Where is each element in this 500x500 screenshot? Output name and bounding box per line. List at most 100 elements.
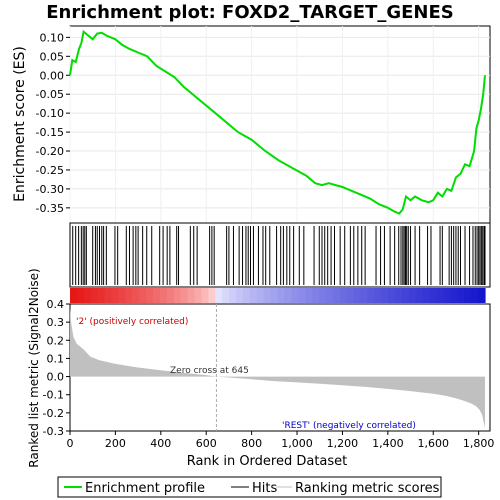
es-tick-label: -0.30 [36,183,64,196]
color-bar-segment [256,288,265,303]
color-bar-segment [111,288,120,303]
color-bar-segment [360,288,369,303]
color-bar-segment [298,288,306,303]
color-bar-segment [325,288,334,303]
hit-markers [72,226,486,285]
color-bar-segment [457,288,465,303]
color-bar-segment [236,288,244,303]
color-bar-segment [249,288,258,303]
legend-enrichment-label: Enrichment profile [85,481,205,496]
color-bar-segment [339,288,348,303]
color-bar-segment [443,288,452,303]
es-axis-label: Enrichment score (ES) [12,46,28,202]
color-bar-segment [263,288,272,303]
color-bar-segment [229,288,237,303]
metric-axis-label: Ranked list metric (Signal2Noise) [27,268,41,467]
es-tick-label: 0.05 [40,50,65,63]
color-bar-segment [201,288,209,303]
es-tick-label: -0.20 [36,145,64,158]
color-bar-segment [436,288,445,303]
color-bar-segment [277,288,286,303]
color-bar-segment [76,288,85,303]
x-tick-label: 800 [241,437,262,450]
color-bar-segment [118,288,126,303]
color-bar-segment [429,288,438,303]
color-bar-segment [408,288,417,303]
x-tick-label: 1,200 [327,437,359,450]
color-bar-segment [132,288,140,303]
color-bar-segment [242,288,251,303]
color-bar-segment [395,288,403,303]
color-bar-segment [346,288,355,303]
metric-panel [69,303,491,432]
zero-cross-label: Zero cross at 645 [170,366,249,376]
color-bar-segment [284,288,292,303]
es-gridlines [69,26,490,223]
color-bar-segment [374,288,382,303]
color-bar-segment [367,288,375,303]
x-tick-label: 400 [150,437,171,450]
enrichment-profile-line [69,29,486,215]
chart-title: Enrichment plot: FOXD2_TARGET_GENES [46,2,454,23]
color-bar-segment [319,288,327,303]
color-bar-segment [478,288,486,303]
metric-tick-label: 0.1 [47,352,65,365]
metric-tick-label: -0.1 [43,389,64,402]
es-panel [69,25,491,224]
x-tick-label: 600 [196,437,217,450]
color-bar-segment [332,288,341,303]
es-tick-label: -0.35 [36,202,64,215]
es-tick-label: -0.15 [36,126,64,139]
color-bar-segment [464,288,472,303]
metric-tick-label: 0.3 [47,316,65,329]
color-bar-segment [104,288,113,303]
metric-tick-label: 0.4 [47,298,65,311]
metric-tick-label: -0.2 [43,407,64,420]
metric-tick-label: 0.0 [47,371,65,384]
legend-box [57,476,442,498]
x-axis-label: Rank in Ordered Dataset [187,454,348,469]
negative-correlation-label: 'REST' (negatively correlated) [282,421,416,431]
color-bar-segment [139,288,147,303]
metric-axis-ticks: 0.4 0.3 0.2 0.1 0.0 -0.1 -0.2 -0.3 [43,298,70,438]
color-bar-segment [146,288,154,303]
color-bar-segment [312,288,320,303]
color-bar-segment [291,288,299,303]
color-bar-segment [159,288,168,303]
color-bar-segment [153,288,161,303]
color-bar-segment [173,288,182,303]
color-bar-segment [97,288,106,303]
color-bar-segment [402,288,410,303]
metric-tick-label: 0.2 [47,334,65,347]
color-bar-segment [166,288,175,303]
color-bar-segment [194,288,203,303]
es-tick-label: 0.10 [40,31,65,44]
es-tick-label: -0.10 [36,107,64,120]
positive-correlation-label: '2' (positively correlated) [76,317,188,327]
color-bar-segment [450,288,458,303]
es-tick-label: -0.05 [36,88,64,101]
es-axis-ticks: 0.10 0.05 0.00 -0.05 -0.10 -0.15 -0.20 -0.25 -0.… [36,31,70,215]
color-bar-segment [215,288,223,303]
color-bar-segment [381,288,389,303]
metric-tick-label: -0.3 [43,425,64,438]
color-bar-segment [70,288,78,303]
legend-hits-label: Hits [252,481,277,496]
x-tick-label: 0 [67,437,74,450]
color-bar-segment [208,288,216,303]
x-tick-label: 1,400 [372,437,404,450]
x-axis-ticks: 0 200 400 600 800 1,000 1,200 1,400 1,600 1,800 [67,431,494,450]
x-tick-label: 200 [105,437,126,450]
color-bar-segment [422,288,431,303]
x-tick-label: 1,000 [281,437,313,450]
es-tick-label: -0.25 [36,164,64,177]
rank-color-bar [70,288,486,303]
x-tick-label: 1,600 [417,437,449,450]
color-bar-segment [415,288,424,303]
color-bar-segment [90,288,99,303]
legend-metric-label: Ranking metric scores [295,481,440,496]
color-bar-segment [471,288,479,303]
es-tick-label: 0.00 [40,69,65,82]
